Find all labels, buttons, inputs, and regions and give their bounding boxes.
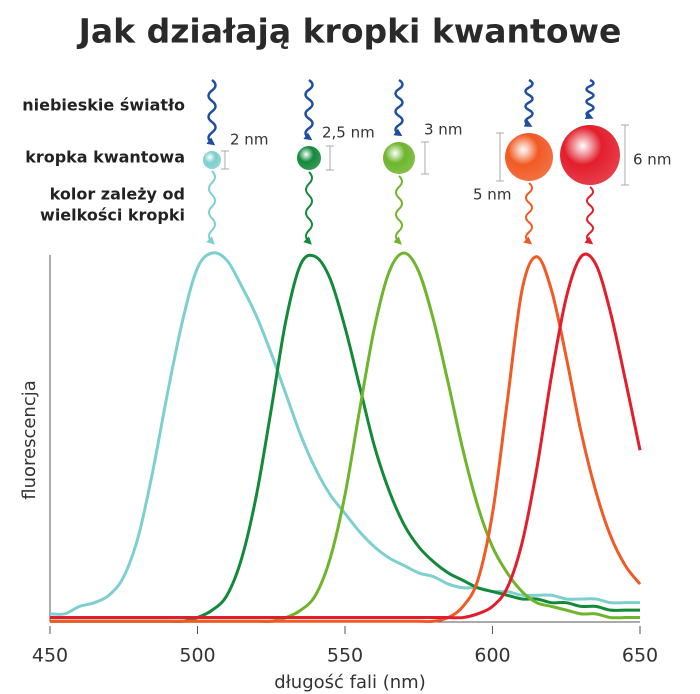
y-axis-label: fluorescencja bbox=[19, 380, 40, 500]
quantum-dot bbox=[203, 151, 221, 169]
series-line bbox=[49, 251, 640, 616]
x-tick-label: 650 bbox=[622, 645, 658, 667]
size-bracket bbox=[496, 132, 504, 182]
series-line bbox=[50, 253, 640, 624]
x-axis-label: długość fali (nm) bbox=[274, 672, 425, 693]
dot-size: 2 nm bbox=[230, 131, 268, 149]
incoming-light bbox=[303, 78, 314, 141]
quantum-dot bbox=[505, 133, 553, 181]
series-line bbox=[50, 251, 640, 624]
incoming-light bbox=[523, 78, 534, 127]
x-tick-label: 500 bbox=[179, 645, 215, 667]
series-line bbox=[50, 252, 642, 620]
emitted-light bbox=[206, 170, 216, 245]
axes bbox=[49, 255, 640, 623]
x-tick-label: 450 bbox=[32, 645, 68, 667]
series-line bbox=[50, 255, 642, 624]
size-bracket bbox=[621, 124, 629, 186]
incoming-light bbox=[584, 78, 595, 120]
dot-size: 3 nm bbox=[424, 121, 462, 139]
emitted-light bbox=[584, 186, 594, 245]
size-bracket bbox=[221, 150, 229, 170]
size-bracket bbox=[326, 145, 334, 171]
emitted-light bbox=[393, 175, 403, 245]
incoming-light bbox=[206, 79, 217, 146]
label-dot: kropka kwantowa bbox=[25, 148, 185, 167]
quantum-dot bbox=[297, 146, 321, 170]
x-tick-label: 550 bbox=[327, 645, 363, 667]
size-bracket bbox=[421, 141, 429, 175]
label-result: kolor zależy od bbox=[50, 185, 185, 204]
incoming-light bbox=[393, 78, 404, 137]
emitted-light bbox=[523, 182, 533, 245]
x-tick-label: 600 bbox=[474, 645, 510, 667]
dot-size: 6 nm bbox=[633, 151, 671, 169]
chart-title: Jak działają kropki kwantowe bbox=[77, 12, 622, 51]
quantum-dot bbox=[560, 125, 620, 185]
dot-size: 5 nm bbox=[473, 186, 511, 204]
quantum-dot bbox=[383, 142, 415, 174]
label-result: wielkości kropki bbox=[40, 206, 185, 225]
emitted-light bbox=[303, 171, 313, 245]
label-incoming: niebieskie światło bbox=[22, 96, 185, 115]
dot-size: 2,5 nm bbox=[322, 124, 375, 142]
